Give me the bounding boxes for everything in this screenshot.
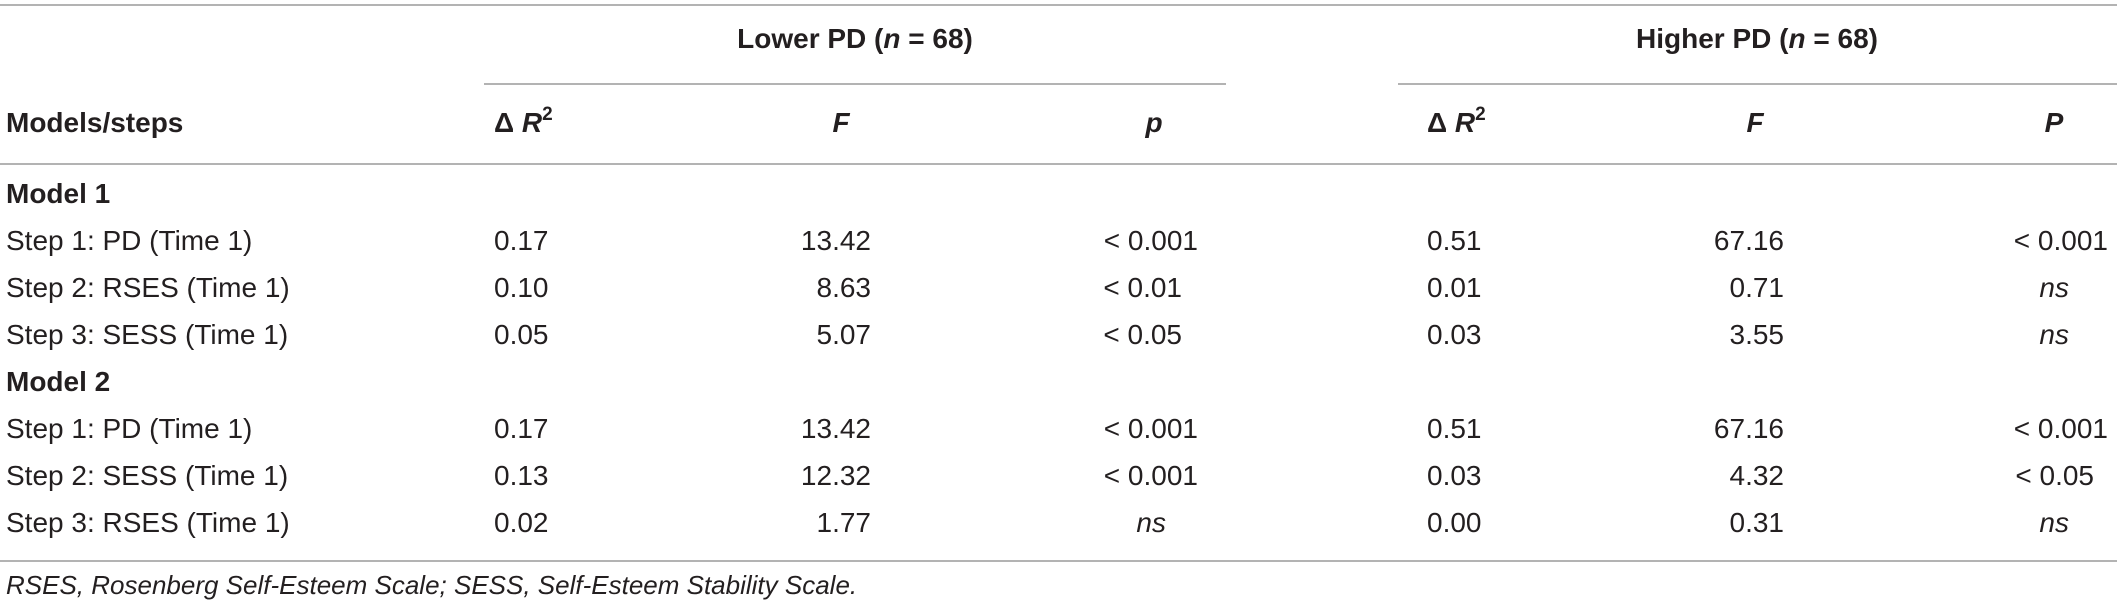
cell-higher-f: 67.16	[1713, 413, 1784, 444]
header-bottom-rule	[0, 163, 2117, 165]
cell-lower-p: < 0.001	[1103, 225, 1198, 256]
cell-lower-f: 13.42	[800, 413, 871, 444]
cell-lower-delta-r2: 0.02	[494, 507, 549, 538]
cell-higher-p: ns	[2039, 272, 2069, 303]
cell-higher-delta-r2: 0.03	[1427, 460, 1482, 491]
lower-delta-r2-header: Δ R2	[494, 103, 553, 138]
row-step-label: Step 2: SESS (Time 1)	[6, 460, 289, 491]
table-bottom-rule	[0, 560, 2117, 562]
higher-f-header: F	[1746, 107, 1764, 138]
cell-lower-delta-r2: 0.13	[494, 460, 549, 491]
higher-pd-header: Higher PD (n = 68)	[1636, 23, 1878, 54]
cell-higher-f: 0.71	[1729, 272, 1785, 303]
lower-p-header: p	[1145, 107, 1163, 138]
model-2-title: Model 2	[6, 366, 111, 397]
cell-lower-p: ns	[1136, 507, 1166, 538]
cell-lower-p: < 0.01	[1103, 272, 1182, 303]
cell-higher-delta-r2: 0.51	[1427, 413, 1482, 444]
cell-lower-delta-r2: 0.05	[494, 319, 549, 350]
cell-lower-p: < 0.001	[1103, 413, 1198, 444]
cell-lower-delta-r2: 0.17	[494, 413, 549, 444]
higher-delta-r2-header: Δ R2	[1427, 103, 1486, 138]
row-step-label: Step 3: RSES (Time 1)	[6, 507, 290, 538]
row-step-label: Step 1: PD (Time 1)	[6, 225, 253, 256]
cell-lower-f: 5.07	[816, 319, 872, 350]
table-top-rule	[0, 4, 2117, 6]
cell-higher-delta-r2: 0.03	[1427, 319, 1482, 350]
cell-higher-p: < 0.05	[2015, 460, 2094, 491]
lower-pd-group-rule	[484, 83, 1226, 85]
models-steps-header: Models/steps	[6, 107, 184, 138]
cell-lower-f: 12.32	[800, 460, 871, 491]
cell-higher-p: ns	[2039, 319, 2069, 350]
cell-lower-delta-r2: 0.10	[494, 272, 549, 303]
cell-lower-delta-r2: 0.17	[494, 225, 549, 256]
cell-higher-f: 0.31	[1729, 507, 1785, 538]
lower-pd-header: Lower PD (n = 68)	[737, 23, 973, 54]
cell-lower-f: 1.77	[816, 507, 872, 538]
lower-f-header: F	[832, 107, 850, 138]
cell-lower-f: 8.63	[816, 272, 872, 303]
cell-higher-f: 3.55	[1729, 319, 1785, 350]
row-step-label: Step 3: SESS (Time 1)	[6, 319, 289, 350]
cell-higher-f: 67.16	[1713, 225, 1784, 256]
cell-higher-p: ns	[2039, 507, 2069, 538]
cell-higher-delta-r2: 0.00	[1427, 507, 1482, 538]
table-footnote: RSES, Rosenberg Self-Esteem Scale; SESS,…	[6, 570, 858, 600]
model-1-title: Model 1	[6, 178, 111, 209]
row-step-label: Step 1: PD (Time 1)	[6, 413, 253, 444]
row-step-label: Step 2: RSES (Time 1)	[6, 272, 290, 303]
cell-higher-delta-r2: 0.01	[1427, 272, 1482, 303]
higher-pd-group-rule	[1398, 83, 2117, 85]
cell-higher-p: < 0.001	[2013, 225, 2108, 256]
cell-higher-f: 4.32	[1729, 460, 1785, 491]
cell-higher-delta-r2: 0.51	[1427, 225, 1482, 256]
higher-p-header: P	[2044, 107, 2064, 138]
cell-higher-p: < 0.001	[2013, 413, 2108, 444]
cell-lower-f: 13.42	[800, 225, 871, 256]
cell-lower-p: < 0.001	[1103, 460, 1198, 491]
cell-lower-p: < 0.05	[1103, 319, 1182, 350]
